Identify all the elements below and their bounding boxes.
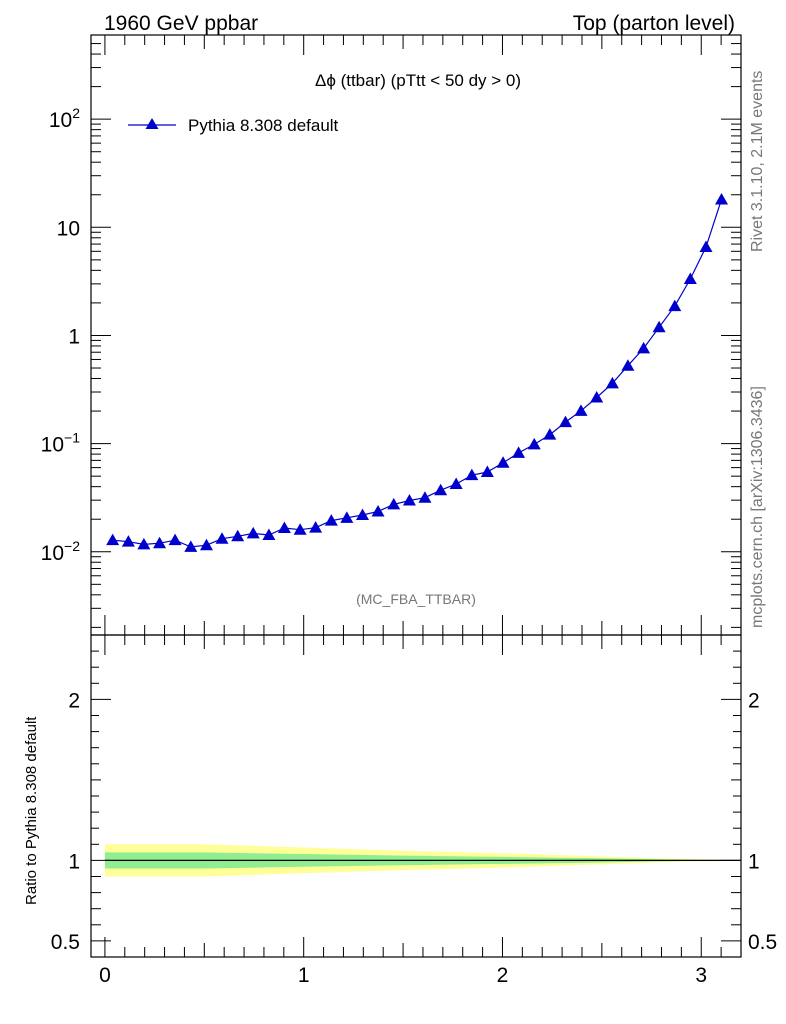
data-point-marker bbox=[277, 521, 291, 533]
rivet-label: Rivet 3.1.10, 2.1M events bbox=[749, 71, 766, 252]
data-point-marker bbox=[543, 428, 557, 440]
data-point-marker bbox=[715, 192, 729, 205]
x-tick-label: 1 bbox=[298, 964, 310, 987]
data-point-marker bbox=[449, 477, 463, 490]
y-tick-label: 102 bbox=[49, 105, 80, 132]
data-point-marker bbox=[699, 240, 713, 252]
y-tick-label: 10 bbox=[57, 217, 80, 240]
y-tick-label: 1 bbox=[68, 325, 80, 348]
data-point-marker bbox=[246, 526, 260, 539]
data-point-marker bbox=[168, 533, 182, 546]
data-point-marker bbox=[558, 415, 572, 428]
data-point-marker bbox=[371, 504, 385, 517]
data-point-marker bbox=[153, 536, 167, 549]
header-right: Top (parton level) bbox=[573, 12, 735, 35]
data-point-marker bbox=[605, 376, 619, 389]
data-point-marker bbox=[496, 456, 510, 468]
data-point-marker bbox=[590, 390, 604, 403]
data-point-marker bbox=[418, 491, 432, 503]
data-point-marker bbox=[231, 529, 245, 542]
data-point-marker bbox=[637, 341, 651, 354]
ratio-y-tick-label: 1 bbox=[68, 850, 80, 873]
ratio-ticks: 0.5 0.5 1 1 2 2 0 1 2 3 bbox=[51, 635, 777, 987]
legend-entry: Pythia 8.308 default bbox=[188, 116, 339, 135]
main-plot-ticks: 10−2 10−1 1 10 102 bbox=[41, 34, 742, 635]
y-tick-label: 10−2 bbox=[41, 538, 81, 565]
mcplots-label: mcplots.cern.ch [arXiv:1306.3436] bbox=[749, 386, 766, 628]
data-point-marker bbox=[512, 446, 526, 458]
data-point-marker bbox=[199, 538, 213, 551]
data-point-marker bbox=[184, 540, 198, 552]
ratio-y-tick-label-right: 0.5 bbox=[748, 931, 777, 954]
ratio-y-tick-label-right: 1 bbox=[748, 850, 760, 873]
data-point-marker bbox=[324, 514, 338, 526]
watermark: (MC_FBA_TTBAR) bbox=[356, 591, 476, 607]
x-tick-label: 3 bbox=[695, 964, 707, 987]
data-point-marker bbox=[402, 493, 416, 506]
data-point-marker bbox=[527, 437, 541, 450]
ratio-ylabel: Ratio to Pythia 8.308 default bbox=[23, 716, 40, 905]
data-point-marker bbox=[356, 508, 370, 520]
data-point-marker bbox=[215, 532, 229, 544]
data-point-marker bbox=[668, 299, 682, 312]
data-point-marker bbox=[262, 528, 276, 540]
ratio-y-tick-label: 0.5 bbox=[51, 931, 80, 954]
ratio-panel: 0.5 0.5 1 1 2 2 0 1 2 3 Ratio to Pythia 8.308 def… bbox=[23, 634, 777, 987]
data-point-marker bbox=[621, 359, 635, 371]
main-plot-series bbox=[106, 192, 729, 552]
series-line bbox=[112, 199, 723, 548]
data-point-marker bbox=[293, 523, 307, 535]
ratio-plot-frame bbox=[90, 634, 742, 958]
main-plot-title: Δϕ (ttbar) (pTtt < 50 dy > 0) bbox=[315, 71, 521, 90]
data-point-marker bbox=[121, 535, 135, 547]
legend: Pythia 8.308 default bbox=[128, 116, 339, 135]
data-point-marker bbox=[480, 465, 494, 478]
data-point-marker bbox=[465, 468, 479, 481]
data-point-marker bbox=[574, 404, 588, 416]
ratio-y-tick-label: 2 bbox=[68, 689, 80, 712]
y-tick-label: 10−1 bbox=[41, 430, 81, 457]
data-point-marker bbox=[106, 533, 120, 546]
data-point-marker bbox=[387, 497, 401, 510]
data-point-marker bbox=[652, 320, 666, 333]
data-point-marker bbox=[137, 537, 151, 550]
x-tick-label: 0 bbox=[99, 964, 111, 987]
data-point-marker bbox=[683, 272, 697, 284]
ratio-y-tick-label-right: 2 bbox=[748, 689, 760, 712]
main-plot-panel: 10−2 10−1 1 10 102 Δϕ (ttbar) (pTtt < 50 dy … bbox=[41, 34, 742, 636]
data-point-marker bbox=[309, 521, 323, 533]
data-point-marker bbox=[434, 483, 448, 496]
x-tick-label: 2 bbox=[497, 964, 509, 987]
header-left: 1960 GeV ppbar bbox=[104, 12, 258, 35]
legend-marker bbox=[145, 118, 159, 129]
data-point-marker bbox=[340, 511, 354, 523]
